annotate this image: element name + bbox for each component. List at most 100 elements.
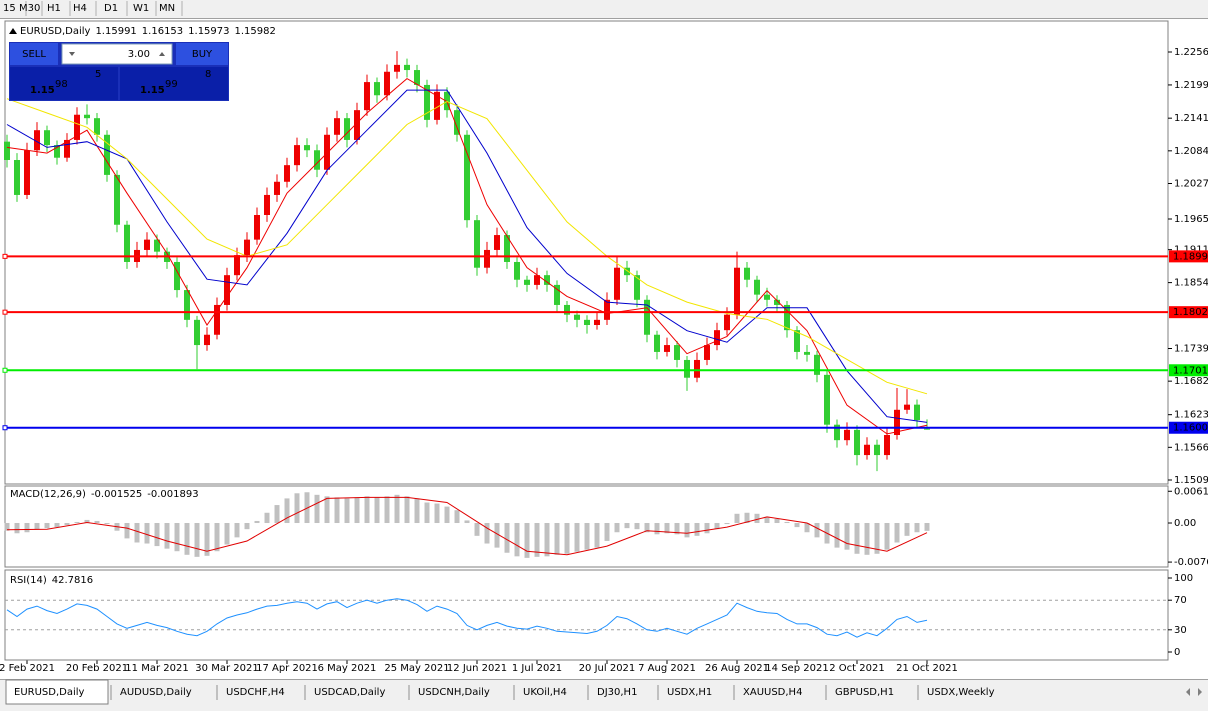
chart-tab[interactable]: USDCHF,H4: [226, 687, 285, 698]
y-tick-label: -0.00762: [1174, 557, 1208, 568]
y-tick-label: 1.21990: [1174, 80, 1208, 91]
chart-tab[interactable]: USDCNH,Daily: [418, 687, 490, 698]
macd-bar: [274, 505, 280, 524]
candle-body: [724, 314, 730, 331]
y-tick-label: 1.19115: [1174, 245, 1208, 256]
level-label: 1.16007: [1173, 423, 1208, 434]
candle-body: [854, 429, 860, 456]
candle-body: [624, 267, 630, 276]
lot-field[interactable]: [61, 43, 173, 65]
macd-bar: [494, 523, 500, 548]
sell-label[interactable]: SELL: [22, 49, 46, 60]
last-ohlc: 1.15982: [235, 26, 276, 37]
candle-body: [834, 424, 840, 441]
level-label-box: [1169, 250, 1208, 263]
macd-bar: [574, 523, 580, 552]
lot-up[interactable]: [159, 52, 165, 56]
buy-button[interactable]: [176, 43, 228, 65]
macd-bar: [704, 523, 710, 534]
chart-tab[interactable]: DJ30,H1: [597, 687, 637, 698]
chart-tab[interactable]: XAUUSD,H4: [743, 687, 802, 698]
level-label-box: [1169, 421, 1208, 434]
chart-tab[interactable]: AUDUSD,Daily: [120, 687, 192, 698]
macd-bar: [844, 523, 850, 550]
indicator-value: -0.001893: [147, 489, 198, 500]
candle-body: [484, 249, 490, 268]
active-tab[interactable]: [5, 679, 109, 705]
candle-body: [204, 334, 210, 346]
candle-body: [784, 304, 790, 331]
price-box[interactable]: [10, 67, 118, 100]
macd-bar: [44, 523, 50, 529]
candle-body: [544, 275, 550, 285]
candle-body: [654, 334, 660, 352]
candle-body: [814, 354, 820, 375]
chart-tab[interactable]: GBPUSD,H1: [835, 687, 894, 698]
macd-bar: [94, 520, 100, 524]
timeframe-button[interactable]: MN: [159, 3, 175, 14]
macd-bar: [284, 498, 290, 524]
tab-scroll-left[interactable]: [1186, 688, 1190, 696]
macd-bar: [804, 523, 810, 533]
candle-body: [354, 110, 360, 140]
timeframe-button[interactable]: M30: [19, 3, 40, 14]
macd-bar: [194, 523, 200, 557]
sell-button[interactable]: [10, 43, 58, 65]
candle-body: [154, 239, 160, 252]
macd-bar: [484, 523, 490, 544]
tab-scroll-right[interactable]: [1198, 688, 1202, 696]
timeframe-button[interactable]: D1: [104, 3, 118, 14]
macd-bar: [84, 519, 90, 524]
macd-bar: [444, 506, 450, 524]
timeframe-button[interactable]: H4: [73, 3, 87, 14]
candle-body: [804, 351, 810, 355]
candle-body: [734, 267, 740, 315]
timeframe-button[interactable]: 15: [3, 3, 16, 14]
candle-body: [644, 299, 650, 335]
macd-bar: [164, 523, 170, 549]
macd-bar: [544, 523, 550, 557]
lot-value[interactable]: 3.00: [128, 49, 150, 60]
level-anchor: [2, 425, 8, 431]
macd-bar: [514, 523, 520, 557]
candle-body: [864, 444, 870, 456]
y-tick-label: 1.22565: [1174, 47, 1208, 58]
buy-label[interactable]: BUY: [192, 49, 213, 60]
chart-tab[interactable]: UKOil,H4: [523, 687, 567, 698]
macd-bar: [714, 523, 720, 530]
candle-body: [844, 429, 850, 441]
candle-body: [434, 91, 440, 120]
candle-body: [794, 330, 800, 352]
macd-bar: [854, 523, 860, 554]
candle-body: [404, 64, 410, 71]
macd-bar: [54, 523, 60, 528]
candle-body: [714, 330, 720, 346]
candle-body: [504, 235, 510, 262]
candle-body: [104, 134, 110, 175]
indicator-name: MACD(12,26,9): [10, 489, 86, 500]
collapse-arrow: [9, 28, 17, 34]
x-tick-label: 1 Jul 2021: [512, 663, 562, 674]
timeframe-button[interactable]: H1: [47, 3, 61, 14]
candle-body: [604, 299, 610, 320]
candle-body: [184, 290, 190, 320]
candle-body: [64, 139, 70, 158]
x-tick-label: 26 Aug 2021: [705, 663, 769, 674]
chart-tab[interactable]: USDX,H1: [667, 687, 712, 698]
chart-tab[interactable]: EURUSD,Daily: [14, 687, 85, 698]
macd-bar: [634, 523, 640, 530]
macd-bar: [34, 523, 40, 530]
macd-bar: [264, 512, 270, 524]
macd-bar: [314, 494, 320, 524]
macd-bar: [674, 523, 680, 535]
macd-bar: [374, 497, 380, 524]
chart-tab[interactable]: USDX,Weekly: [927, 687, 995, 698]
price-box[interactable]: [120, 67, 228, 100]
chart-tab[interactable]: USDCAD,Daily: [314, 687, 385, 698]
candle-body: [374, 82, 380, 96]
macd-bar: [664, 523, 670, 534]
lot-down[interactable]: [69, 52, 75, 56]
timeframe-button[interactable]: W1: [133, 3, 149, 14]
indicator-header: RSI(14) 42.7816: [10, 575, 93, 586]
candle-body: [694, 359, 700, 378]
